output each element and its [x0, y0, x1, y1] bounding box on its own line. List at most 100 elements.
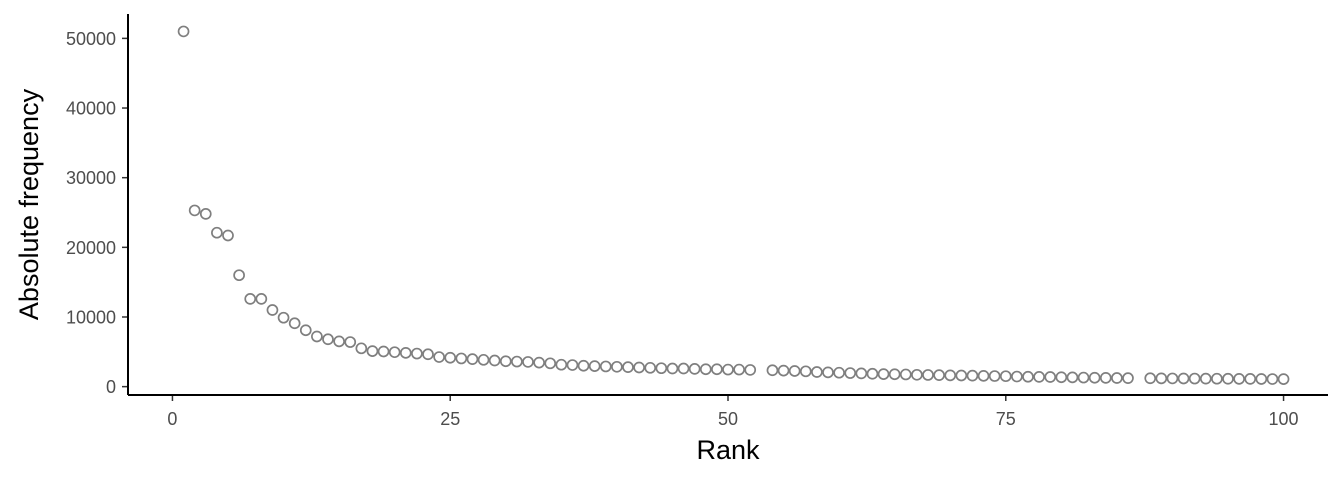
data-point: [799, 365, 812, 378]
data-point: [555, 358, 568, 371]
data-point: [1277, 373, 1290, 385]
data-point: [766, 364, 779, 377]
data-point: [733, 363, 745, 376]
data-point: [899, 368, 912, 381]
data-point: [611, 360, 623, 373]
data-point: [1199, 372, 1212, 385]
y-tick-label: 0: [106, 377, 116, 397]
data-point: [688, 363, 701, 375]
data-point: [711, 363, 723, 376]
data-point: [411, 347, 423, 360]
data-point: [677, 362, 690, 375]
data-point: [1188, 372, 1201, 385]
data-point: [822, 366, 834, 379]
data-point: [222, 229, 234, 242]
data-point: [433, 351, 445, 363]
data-point: [1055, 371, 1068, 384]
data-point: [666, 362, 679, 375]
data-point: [533, 356, 545, 369]
data-point: [744, 364, 757, 376]
data-point: [422, 348, 434, 361]
data-point: [511, 355, 523, 368]
y-tick-label: 50000: [66, 29, 116, 49]
data-point: [1155, 372, 1168, 385]
data-point: [177, 25, 190, 38]
data-point: [255, 293, 268, 305]
data-point: [466, 353, 479, 365]
data-point: [266, 304, 279, 316]
data-point: [199, 208, 212, 220]
data-point: [233, 269, 245, 282]
data-point: [1233, 372, 1245, 385]
data-point: [322, 333, 334, 346]
data-point: [377, 345, 390, 358]
data-point: [922, 369, 934, 381]
data-point: [777, 364, 790, 377]
y-tick-label: 10000: [66, 307, 116, 327]
data-point: [1099, 372, 1112, 384]
data-point: [455, 352, 468, 365]
data-point: [388, 346, 401, 359]
y-tick-label: 30000: [66, 168, 116, 188]
data-point: [1244, 373, 1257, 385]
data-point: [633, 361, 645, 374]
data-point: [977, 369, 990, 382]
data-point: [522, 356, 534, 368]
data-point: [955, 369, 968, 382]
data-point: [488, 354, 501, 367]
data-point: [444, 351, 457, 364]
data-point: [399, 347, 412, 359]
data-point: [811, 366, 823, 378]
data-point: [1166, 372, 1179, 385]
data-point: [855, 367, 868, 380]
data-point: [944, 369, 957, 382]
data-point: [288, 317, 301, 330]
data-point: [566, 359, 579, 371]
data-point: [344, 336, 357, 348]
data-point: [833, 366, 845, 379]
data-point: [722, 363, 734, 376]
data-point: [366, 345, 379, 357]
data-point: [788, 365, 801, 377]
x-axis-title: Rank: [696, 435, 760, 465]
data-point: [1177, 372, 1190, 385]
data-point: [655, 362, 668, 375]
data-point: [311, 330, 323, 343]
data-point: [1144, 372, 1157, 385]
data-point: [588, 360, 601, 372]
data-point: [1011, 370, 1023, 383]
data-point: [544, 357, 557, 370]
data-point: [1044, 371, 1057, 383]
x-tick-label: 0: [167, 409, 177, 429]
data-point: [1255, 373, 1268, 385]
data-point: [1088, 371, 1101, 384]
data-point: [877, 368, 890, 380]
data-point: [1077, 371, 1090, 384]
data-point: [644, 361, 657, 374]
y-axis-title: Absolute frequency: [14, 88, 44, 320]
data-point: [844, 367, 857, 379]
data-point: [244, 293, 257, 305]
data-point: [333, 335, 345, 348]
x-tick-label: 25: [440, 409, 460, 429]
data-point: [866, 367, 879, 380]
data-point: [1033, 371, 1045, 383]
data-point: [911, 368, 923, 381]
data-point: [1211, 372, 1223, 385]
data-point: [1111, 372, 1123, 384]
data-point: [1266, 373, 1279, 385]
data-point: [1122, 372, 1134, 384]
data-point: [477, 353, 490, 366]
data-point: [1022, 370, 1034, 383]
x-tick-label: 100: [1269, 409, 1299, 429]
x-tick-label: 75: [996, 409, 1016, 429]
data-point: [1066, 371, 1079, 384]
data-point: [355, 342, 368, 355]
data-point: [888, 368, 901, 381]
x-tick-label: 50: [718, 409, 738, 429]
data-point: [211, 226, 223, 239]
data-points: [177, 25, 1290, 385]
data-point: [277, 311, 290, 324]
y-tick-label: 20000: [66, 238, 116, 258]
data-point: [499, 355, 512, 368]
